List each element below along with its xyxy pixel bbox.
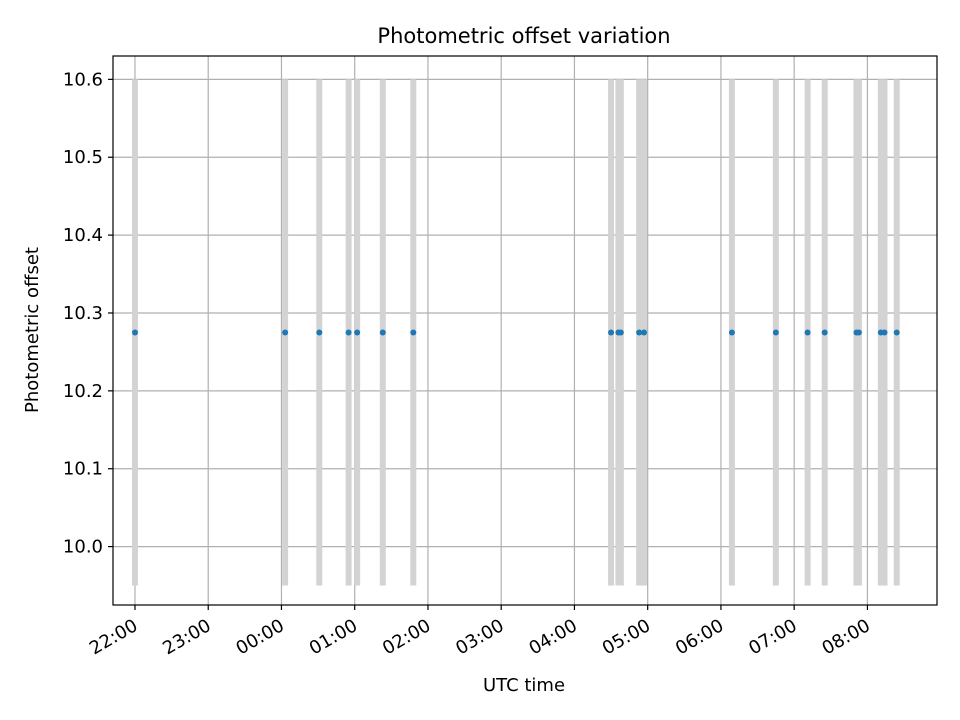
y-tick-label: 10.1: [63, 459, 103, 480]
data-point: [410, 329, 417, 336]
x-tick-label: 06:00: [672, 615, 727, 659]
y-tick-label: 10.3: [63, 303, 103, 324]
x-tick-label: 02:00: [379, 615, 434, 659]
data-point: [893, 329, 900, 336]
y-tick-label: 10.6: [63, 69, 103, 90]
data-point: [608, 329, 615, 336]
plot-frame: [112, 55, 938, 606]
x-tick-label: 00:00: [233, 615, 288, 659]
data-point: [804, 329, 811, 336]
x-tick-label: 01:00: [306, 615, 361, 659]
data-point: [282, 329, 289, 336]
data-point: [636, 329, 643, 336]
data-point: [354, 329, 361, 336]
y-tick-label: 10.0: [63, 537, 103, 558]
data-points: [131, 329, 900, 336]
data-point: [316, 329, 323, 336]
data-point: [772, 329, 779, 336]
y-axis: 10.0 10.1 10.2 10.3 10.4 10.5 10.6: [63, 69, 113, 558]
y-tick-label: 10.5: [63, 147, 103, 168]
x-tick-label: 08:00: [818, 615, 873, 659]
x-tick-label: 07:00: [745, 615, 800, 659]
x-axis-label: UTC time: [483, 675, 565, 696]
x-tick-label: 04:00: [526, 615, 581, 659]
time-bands: [131, 79, 900, 586]
data-point: [379, 329, 386, 336]
data-point: [345, 329, 352, 336]
data-point: [881, 329, 888, 336]
x-axis: 22:00 23:00 00:00 01:00 02:00 03:00 04:00 05:00…: [86, 605, 874, 659]
x-tick-label: 22:00: [86, 615, 141, 659]
y-tick-label: 10.2: [63, 381, 103, 402]
data-point: [855, 329, 862, 336]
data-point: [641, 329, 648, 336]
x-tick-label: 03:00: [452, 615, 507, 659]
grid: [113, 56, 937, 605]
chart-title: Photometric offset variation: [377, 24, 670, 48]
data-point: [617, 329, 624, 336]
y-tick-label: 10.4: [63, 225, 103, 246]
data-point: [821, 329, 828, 336]
data-point: [131, 329, 138, 336]
x-tick-label: 05:00: [599, 615, 654, 659]
data-point: [728, 329, 735, 336]
y-axis-label: Photometric offset: [22, 247, 43, 413]
x-tick-label: 23:00: [159, 615, 214, 659]
